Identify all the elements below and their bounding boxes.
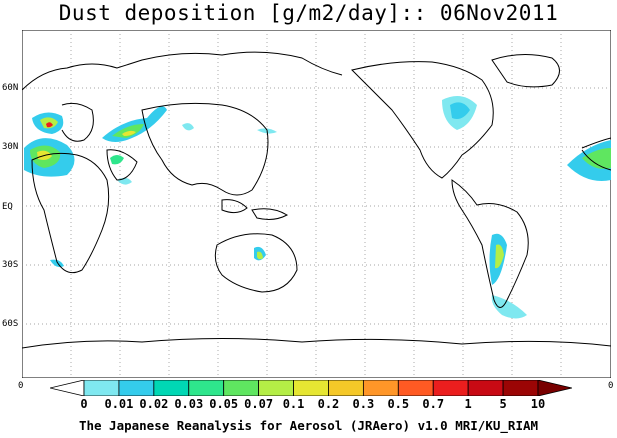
- world-map: [22, 30, 611, 378]
- colorbar-segment: [83, 380, 120, 396]
- colorbar-tick-label: 0.3: [352, 397, 375, 411]
- map-border: [22, 30, 611, 378]
- colorbar-segment: [223, 380, 260, 396]
- colorbar-segment: [502, 380, 539, 396]
- colorbar-tick-label: 0.07: [244, 397, 274, 411]
- colorbar-tick-label: 1: [464, 397, 472, 411]
- colorbar-tick-label: 10: [530, 397, 546, 411]
- colorbar-segment: [118, 380, 155, 396]
- axis-corner-left: 0: [18, 381, 24, 391]
- lat-label-30s: 30S: [2, 260, 19, 270]
- colorbar-segment: [397, 380, 434, 396]
- colorbar-segment: [328, 380, 364, 396]
- colorbar-segment: [362, 380, 399, 396]
- lat-label-60s: 60S: [2, 319, 19, 329]
- dust-shading: [24, 96, 611, 319]
- lat-label-30n: 30N: [2, 142, 19, 152]
- colorbar-arrow-high: [537, 380, 572, 396]
- footer-credit: The Japanese Reanalysis for Aerosol (JRA…: [78, 418, 539, 433]
- colorbar-tick-label: 0.2: [317, 397, 340, 411]
- colorbar-tick-label: 0.01: [104, 397, 134, 411]
- colorbar-segment: [293, 380, 329, 396]
- map-title: Dust deposition [g/m2/day]:: 06Nov2011: [58, 1, 559, 25]
- colorbar-tick-label: 5: [499, 397, 507, 411]
- colorbar-tick-label: 0.1: [282, 397, 305, 411]
- colorbar-tick-label: 0.03: [174, 397, 204, 411]
- colorbar-segment: [258, 380, 294, 396]
- colorbar-segment: [188, 380, 225, 396]
- colorbar-tick-label: 0.7: [422, 397, 445, 411]
- lat-label-eq: EQ: [2, 202, 13, 212]
- colorbar-tick-label: 0.02: [139, 397, 169, 411]
- lat-label-60n: 60N: [2, 83, 19, 93]
- colorbar-segment: [467, 380, 504, 396]
- colorbar-segment: [153, 380, 190, 396]
- colorbar-arrow-low: [50, 380, 85, 396]
- colorbar-tick-label: 0.05: [209, 397, 239, 411]
- colorbar: [50, 380, 572, 396]
- colorbar-tick-label: 0: [80, 397, 88, 411]
- axis-corner-right: 0: [608, 381, 614, 391]
- coastlines: [22, 51, 611, 349]
- colorbar-segment: [432, 380, 469, 396]
- colorbar-tick-label: 0.5: [387, 397, 410, 411]
